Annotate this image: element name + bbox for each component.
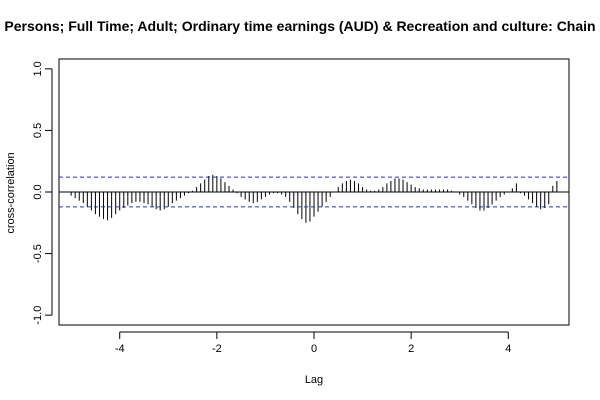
chart-title: Persons; Full Time; Adult; Ordinary time… xyxy=(4,18,595,34)
y-tick-label: -0.5 xyxy=(32,244,44,263)
confidence-bands xyxy=(59,176,569,208)
y-tick-label: 1.0 xyxy=(32,61,44,76)
y-axis-label: cross-correlation xyxy=(5,152,17,233)
x-tick-label: 2 xyxy=(408,343,414,355)
x-tick-label: 4 xyxy=(505,343,511,355)
cross-correlation-bars xyxy=(70,174,558,223)
x-tick-label: 0 xyxy=(311,343,317,355)
y-tick-label: 0.5 xyxy=(32,123,44,138)
x-tick-label: -4 xyxy=(115,343,125,355)
y-tick-label: 0.0 xyxy=(32,184,44,199)
axes: -4 -2 0 2 4 -1.0 -0.5 0.0 0.5 1.0 xyxy=(32,61,569,355)
x-tick-label: -2 xyxy=(212,343,222,355)
y-tick-label: -1.0 xyxy=(32,306,44,325)
x-axis-label: Lag xyxy=(305,374,323,386)
